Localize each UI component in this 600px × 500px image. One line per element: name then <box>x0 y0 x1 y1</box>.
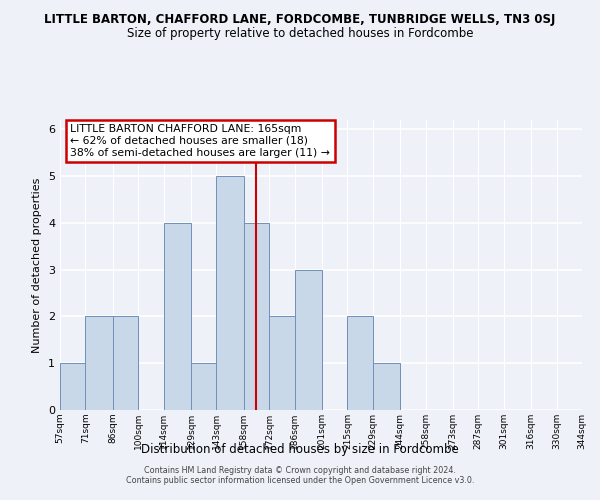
Text: Contains HM Land Registry data © Crown copyright and database right 2024.
Contai: Contains HM Land Registry data © Crown c… <box>126 466 474 485</box>
Bar <box>269 316 295 410</box>
Text: LITTLE BARTON, CHAFFORD LANE, FORDCOMBE, TUNBRIDGE WELLS, TN3 0SJ: LITTLE BARTON, CHAFFORD LANE, FORDCOMBE,… <box>44 12 556 26</box>
Bar <box>373 363 400 410</box>
Bar <box>244 223 269 410</box>
Bar <box>164 223 191 410</box>
Bar <box>347 316 373 410</box>
Bar <box>191 363 217 410</box>
Text: Distribution of detached houses by size in Fordcombe: Distribution of detached houses by size … <box>141 442 459 456</box>
Y-axis label: Number of detached properties: Number of detached properties <box>32 178 43 352</box>
Bar <box>85 316 113 410</box>
Bar <box>113 316 138 410</box>
Bar <box>60 363 85 410</box>
Text: LITTLE BARTON CHAFFORD LANE: 165sqm
← 62% of detached houses are smaller (18)
38: LITTLE BARTON CHAFFORD LANE: 165sqm ← 62… <box>70 124 331 158</box>
Bar <box>217 176 244 410</box>
Text: Size of property relative to detached houses in Fordcombe: Size of property relative to detached ho… <box>127 28 473 40</box>
Bar <box>295 270 322 410</box>
